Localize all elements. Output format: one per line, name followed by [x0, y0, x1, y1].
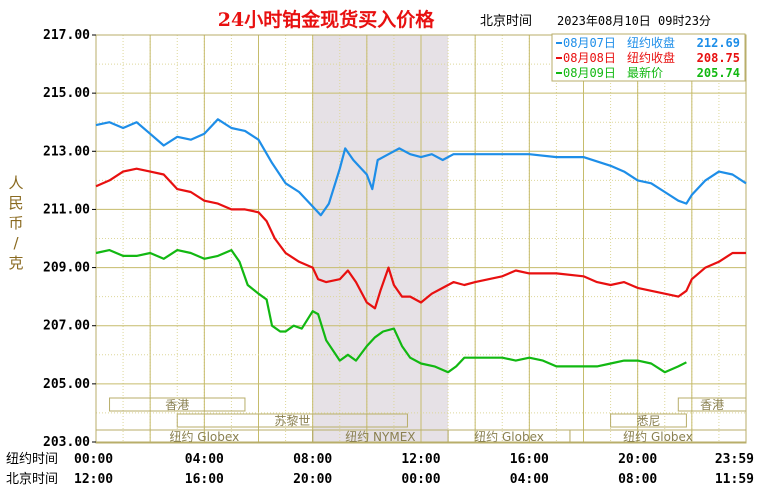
session-box — [109, 397, 246, 412]
y-axis-label-char: 民 — [8, 194, 23, 212]
legend-date: 08月07日 — [563, 36, 616, 50]
y-axis-label-char: 币 — [8, 214, 23, 232]
session-box — [176, 413, 408, 428]
legend-box — [551, 33, 746, 82]
session-label: 纽约 Globex — [474, 429, 544, 444]
y-tick-label: 211.00 — [43, 202, 90, 217]
y-tick-label: 213.00 — [43, 144, 90, 159]
chart-frame — [95, 34, 747, 443]
x-tick-label-ny: 04:00 — [185, 452, 224, 467]
series-lines — [95, 118, 747, 374]
grid — [96, 35, 746, 442]
legend-value: 205.74 — [697, 66, 740, 80]
session-box — [569, 429, 747, 444]
x-tick-label-ny: 08:00 — [293, 452, 332, 467]
session-label: 纽约 NYMEX — [345, 429, 415, 444]
session-label: 苏黎世 — [274, 414, 310, 428]
session-label: 香港 — [165, 398, 189, 412]
legend-date: 08月08日 — [563, 51, 616, 65]
x-tick-label-ny: 12:00 — [401, 452, 440, 467]
series-line — [95, 249, 687, 374]
series-line — [95, 118, 747, 217]
y-tick-label: 215.00 — [43, 86, 90, 101]
y-axis-label-char: / — [13, 234, 19, 252]
session-box — [610, 413, 687, 428]
x-tick-label-bj: 00:00 — [401, 472, 440, 487]
legend-value: 212.69 — [697, 36, 740, 50]
y-tick-label: 209.00 — [43, 261, 90, 276]
session-box — [677, 397, 747, 412]
x-tick-label-bj: 08:00 — [618, 472, 657, 487]
x-axis: 纽约时间 00:00 04:00 08:00 12:00 16:00 20:00 23:59 北… — [6, 452, 754, 487]
legend-value: 208.75 — [697, 51, 740, 65]
legend-label: 最新价 — [627, 65, 663, 80]
y-tick-label: 203.00 — [43, 435, 90, 450]
x-tick-label-ny: 20:00 — [618, 452, 657, 467]
x-tick-label-bj: 11:59 — [715, 472, 754, 487]
y-tick-label: 217.00 — [43, 28, 90, 43]
legend-label: 纽约收盘 — [627, 50, 675, 65]
chart-title: 24小时铂金现货买入价格 — [218, 8, 435, 31]
session-label: 纽约 Globex — [623, 429, 693, 444]
session-label: 悉尼 — [636, 414, 660, 428]
y-axis-label-char: 克 — [8, 254, 23, 272]
timestamp: 2023年08月10日 09时23分 — [557, 14, 711, 28]
session-label: 纽约 Globex — [169, 429, 239, 444]
x-tick-label-ny: 16:00 — [510, 452, 549, 467]
session-label: 香港 — [700, 398, 724, 412]
x-tick-label-bj: 04:00 — [510, 472, 549, 487]
x-row-label-bj: 北京时间 — [6, 472, 58, 487]
y-axis-label-char: 人 — [8, 174, 23, 192]
x-tick-label-ny: 00:00 — [74, 452, 113, 467]
y-tick-label: 205.00 — [43, 377, 90, 392]
y-tick-label: 207.00 — [43, 319, 90, 334]
x-tick-label-ny: 23:59 — [715, 452, 754, 467]
x-tick-label-bj: 20:00 — [293, 472, 332, 487]
x-tick-label-bj: 16:00 — [185, 472, 224, 487]
nymex-shaded-region — [312, 35, 449, 442]
plot-border — [95, 34, 747, 443]
series-line — [95, 167, 746, 310]
y-axis-label: 人民币 / 克 — [8, 174, 23, 272]
legend-label: 纽约收盘 — [627, 35, 675, 50]
x-tick-label-bj: 12:00 — [74, 472, 113, 487]
y-axis: 217.00 215.00 213.00 211.00 209.00 207.00 205.… — [43, 28, 96, 450]
legend-date: 08月09日 — [563, 66, 616, 80]
legend: 08月07日 纽约收盘 212.69 08月08日 纽约收盘 208.75 08月09日 最新… — [551, 33, 746, 82]
x-row-label-ny: 纽约时间 — [6, 452, 58, 467]
timezone-label: 北京时间 — [480, 14, 532, 29]
